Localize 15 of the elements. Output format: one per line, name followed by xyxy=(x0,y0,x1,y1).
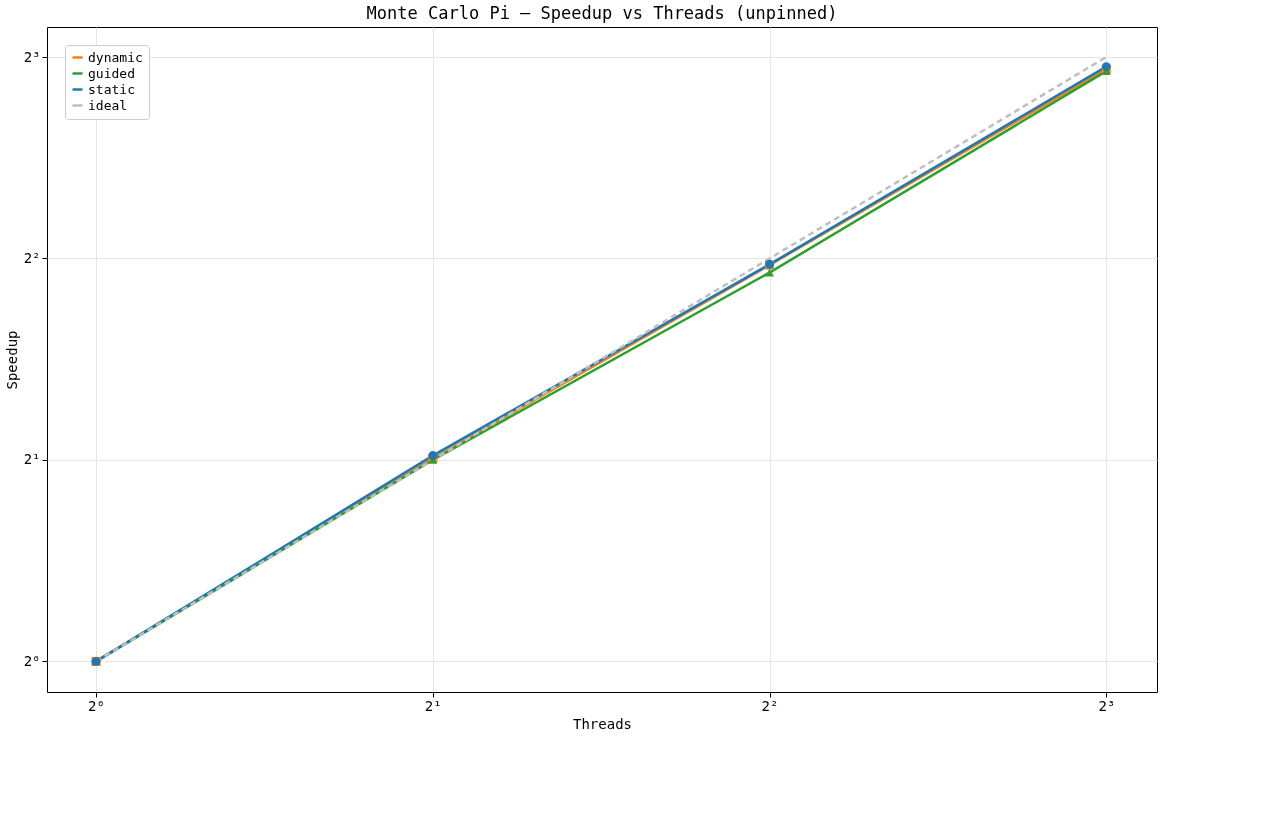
legend-label: guided xyxy=(88,65,135,81)
x-tick-label: 2³ xyxy=(1098,697,1116,714)
x-tick-label: 2² xyxy=(761,697,779,714)
y-tick-label: 2⁰ xyxy=(23,652,41,669)
legend-label: dynamic xyxy=(88,49,143,65)
x-tick-label: 2⁰ xyxy=(88,697,105,714)
legend-label: static xyxy=(88,81,135,97)
x-axis-title: Threads xyxy=(572,715,633,732)
y-tick-label: 2³ xyxy=(23,48,41,65)
y-tick-label: 2¹ xyxy=(23,451,41,468)
legend-label: ideal xyxy=(88,97,128,113)
chart-title: Monte Carlo Pi — Speedup vs Threads (unpinned) xyxy=(366,3,838,23)
y-tick-label: 2² xyxy=(23,249,41,266)
y-axis-title: Speedup xyxy=(3,330,20,390)
x-tick-label: 2¹ xyxy=(424,697,442,714)
